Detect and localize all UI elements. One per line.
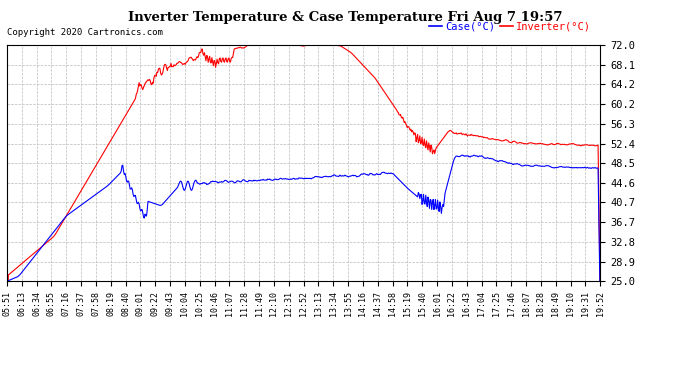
- Text: Copyright 2020 Cartronics.com: Copyright 2020 Cartronics.com: [7, 28, 163, 38]
- Text: Inverter Temperature & Case Temperature Fri Aug 7 19:57: Inverter Temperature & Case Temperature …: [128, 11, 562, 24]
- Legend: Case(°C), Inverter(°C): Case(°C), Inverter(°C): [425, 17, 595, 36]
